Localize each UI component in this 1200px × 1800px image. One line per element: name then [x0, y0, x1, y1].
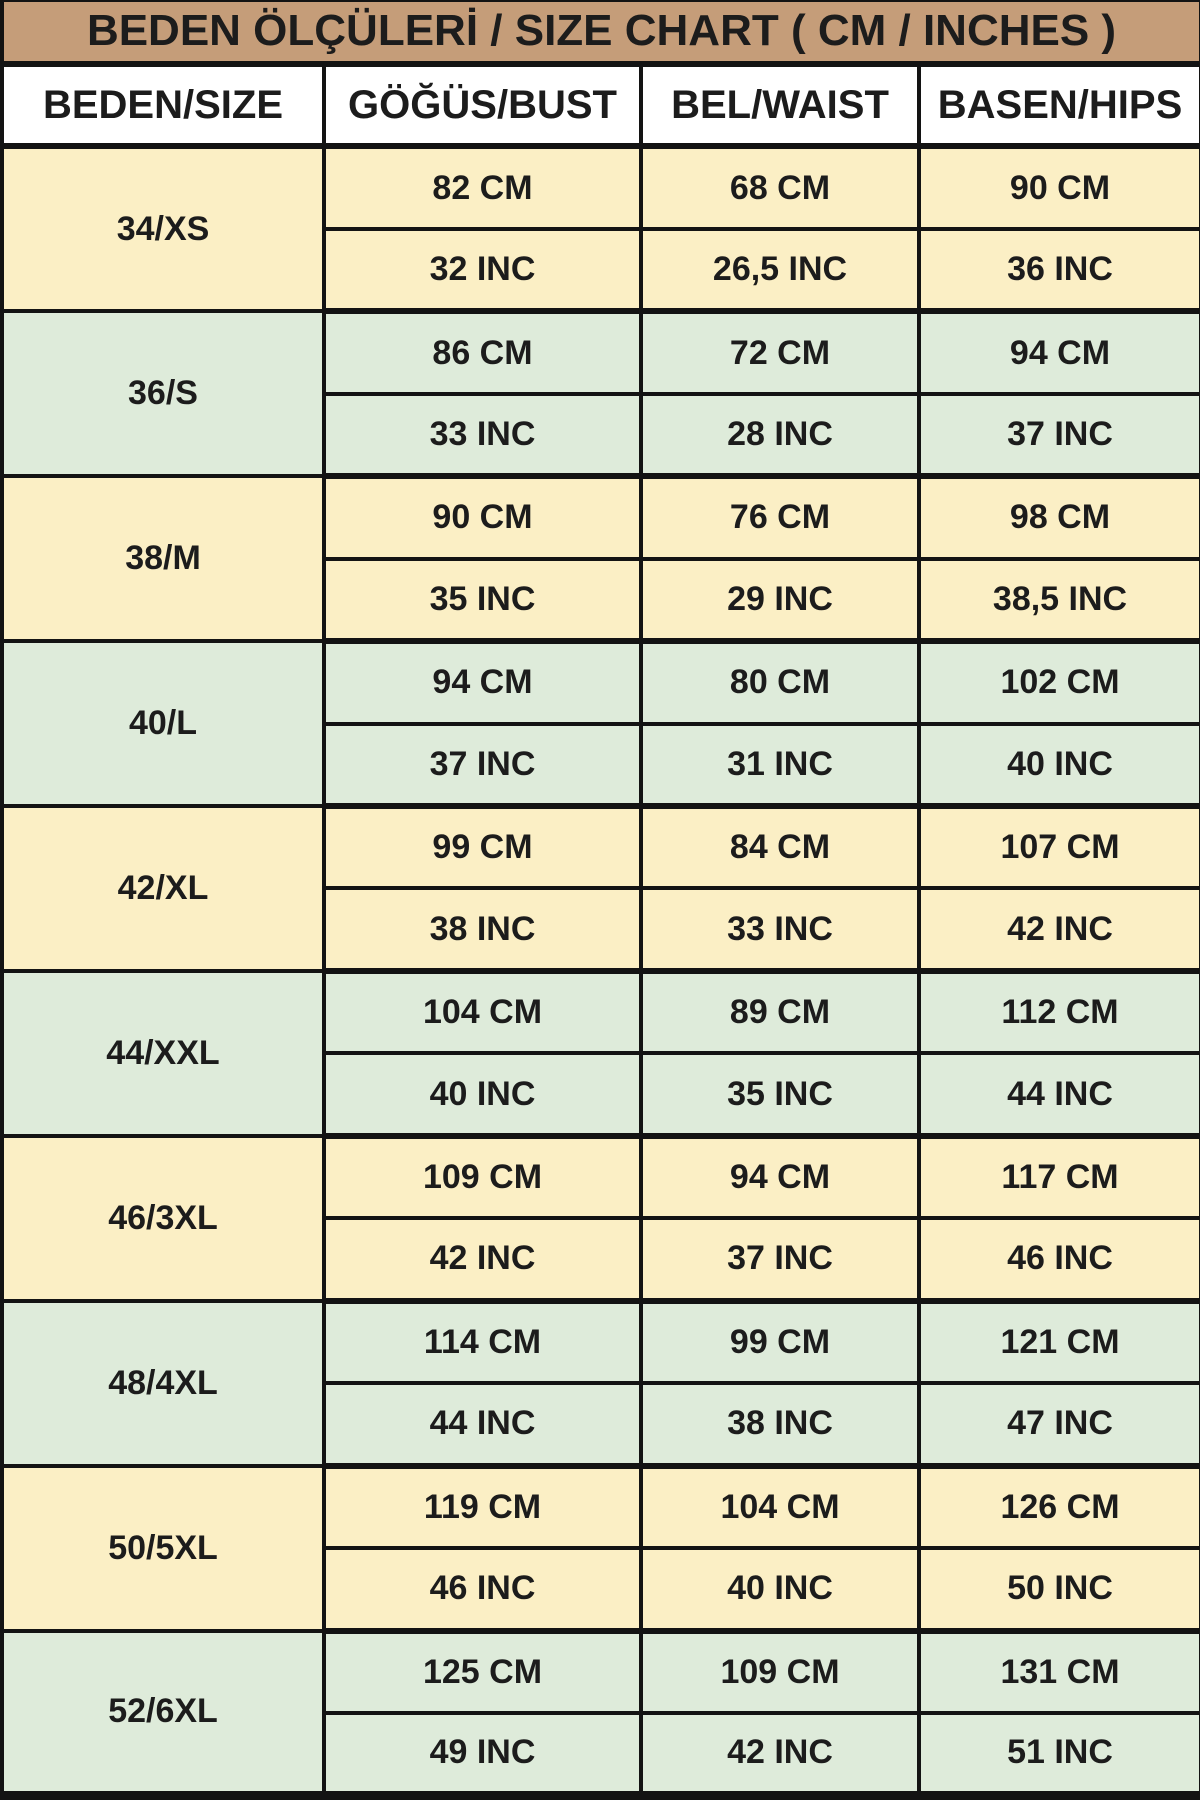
table-row: 48/4XL 114 CM 99 CM 121 CM [0, 1298, 1200, 1467]
table-row: 49 INC 42 INC 51 INC [2, 1710, 1200, 1799]
waist-cm-value: 84 CM [639, 803, 921, 890]
bust-cm-value: 94 CM [322, 639, 643, 725]
col-header-hips: BASEN/HIPS [917, 61, 1200, 150]
waist-inc-value: 29 INC [639, 556, 921, 645]
bust-cm-value: 99 CM [322, 803, 643, 890]
bust-inc-value: 42 INC [322, 1216, 643, 1304]
bust-inc-value: 35 INC [322, 556, 643, 645]
chart-title: BEDEN ÖLÇÜLERİ / SIZE CHART ( CM / INCHE… [0, 0, 1200, 67]
bust-cm-value: 109 CM [322, 1133, 643, 1220]
size-label: 50/5XL [0, 1463, 326, 1632]
hips-inc-value: 51 INC [917, 1710, 1200, 1799]
waist-cm-value: 72 CM [639, 309, 921, 395]
size-label: 44/XXL [0, 968, 326, 1137]
waist-inc-value: 38 INC [639, 1381, 921, 1469]
size-label: 40/L [0, 639, 326, 807]
waist-cm-value: 80 CM [639, 639, 921, 725]
waist-cm-value: 76 CM [639, 474, 921, 560]
bust-inc-value: 37 INC [322, 721, 643, 810]
table-row: 44/XXL 104 CM 89 CM 112 CM [0, 968, 1200, 1137]
bust-cm-value: 90 CM [322, 474, 643, 560]
table-row: 37 INC 31 INC 40 INC [2, 721, 1200, 810]
bust-inc-value: 38 INC [322, 886, 643, 974]
hips-cm-value: 98 CM [917, 474, 1200, 560]
table-row: 52/6XL 125 CM 109 CM 131 CM [0, 1628, 1200, 1797]
size-label: 38/M [0, 474, 326, 643]
table-row: 35 INC 29 INC 38,5 INC [2, 556, 1200, 645]
table-row: 50/5XL 119 CM 104 CM 126 CM [0, 1463, 1200, 1632]
hips-inc-value: 42 INC [917, 886, 1200, 974]
bust-cm-value: 119 CM [322, 1463, 643, 1550]
waist-cm-value: 94 CM [639, 1133, 921, 1220]
bust-inc-value: 49 INC [322, 1710, 643, 1799]
hips-inc-value: 38,5 INC [917, 556, 1200, 645]
bust-cm-value: 114 CM [322, 1298, 643, 1385]
waist-inc-value: 33 INC [639, 886, 921, 974]
bust-inc-value: 40 INC [322, 1051, 643, 1139]
size-label: 42/XL [0, 804, 326, 972]
table-row: 32 INC 26,5 INC 36 INC [2, 226, 1200, 315]
size-label: 46/3XL [0, 1133, 326, 1302]
waist-inc-value: 35 INC [639, 1051, 921, 1139]
title-row: BEDEN ÖLÇÜLERİ / SIZE CHART ( CM / INCHE… [0, 0, 1200, 67]
waist-cm-value: 68 CM [639, 144, 921, 230]
waist-inc-value: 31 INC [639, 721, 921, 810]
hips-cm-value: 126 CM [917, 1463, 1200, 1550]
hips-cm-value: 121 CM [917, 1298, 1200, 1385]
table-row: 33 INC 28 INC 37 INC [2, 391, 1200, 480]
hips-cm-value: 131 CM [917, 1628, 1200, 1714]
hips-inc-value: 47 INC [917, 1381, 1200, 1469]
table-row: 42/XL 99 CM 84 CM 107 CM [0, 803, 1200, 972]
waist-inc-value: 28 INC [639, 391, 921, 480]
waist-cm-value: 89 CM [639, 968, 921, 1055]
bust-cm-value: 82 CM [322, 144, 643, 230]
hips-cm-value: 102 CM [917, 639, 1200, 725]
column-header-row: BEDEN/SIZE GÖĞÜS/BUST BEL/WAIST BASEN/HI… [0, 61, 1200, 150]
table-row: 46 INC 40 INC 50 INC [2, 1546, 1200, 1634]
col-header-bust: GÖĞÜS/BUST [322, 61, 643, 150]
bust-inc-value: 46 INC [322, 1546, 643, 1634]
size-label: 34/XS [0, 144, 326, 313]
hips-inc-value: 50 INC [917, 1546, 1200, 1634]
waist-inc-value: 26,5 INC [639, 226, 921, 315]
bust-cm-value: 104 CM [322, 968, 643, 1055]
hips-cm-value: 117 CM [917, 1133, 1200, 1220]
table-row: 36/S 86 CM 72 CM 94 CM [0, 309, 1200, 478]
bust-inc-value: 44 INC [322, 1381, 643, 1469]
table-row: 34/XS 82 CM 68 CM 90 CM [0, 144, 1200, 313]
size-label: 36/S [0, 309, 326, 478]
table-row: 44 INC 38 INC 47 INC [2, 1381, 1200, 1469]
hips-cm-value: 94 CM [917, 309, 1200, 395]
bust-cm-value: 86 CM [322, 309, 643, 395]
table-row: 38 INC 33 INC 42 INC [2, 886, 1200, 974]
hips-inc-value: 36 INC [917, 226, 1200, 315]
waist-inc-value: 37 INC [639, 1216, 921, 1304]
hips-inc-value: 44 INC [917, 1051, 1200, 1139]
size-label: 52/6XL [0, 1628, 326, 1797]
hips-inc-value: 46 INC [917, 1216, 1200, 1304]
col-header-size: BEDEN/SIZE [0, 61, 326, 150]
bust-inc-value: 33 INC [322, 391, 643, 480]
hips-inc-value: 40 INC [917, 721, 1200, 810]
waist-inc-value: 42 INC [639, 1710, 921, 1799]
waist-cm-value: 99 CM [639, 1298, 921, 1385]
table-row: 38/M 90 CM 76 CM 98 CM [0, 474, 1200, 643]
table-row: 42 INC 37 INC 46 INC [2, 1216, 1200, 1304]
hips-inc-value: 37 INC [917, 391, 1200, 480]
bust-cm-value: 125 CM [322, 1628, 643, 1714]
hips-cm-value: 90 CM [917, 144, 1200, 230]
waist-cm-value: 109 CM [639, 1628, 921, 1714]
col-header-waist: BEL/WAIST [639, 61, 921, 150]
size-label: 48/4XL [0, 1298, 326, 1467]
bust-inc-value: 32 INC [322, 226, 643, 315]
hips-cm-value: 107 CM [917, 803, 1200, 890]
table-row: 40 INC 35 INC 44 INC [2, 1051, 1200, 1139]
table-row: 40/L 94 CM 80 CM 102 CM [0, 639, 1200, 807]
waist-cm-value: 104 CM [639, 1463, 921, 1550]
hips-cm-value: 112 CM [917, 968, 1200, 1055]
waist-inc-value: 40 INC [639, 1546, 921, 1634]
table-row: 46/3XL 109 CM 94 CM 117 CM [0, 1133, 1200, 1302]
